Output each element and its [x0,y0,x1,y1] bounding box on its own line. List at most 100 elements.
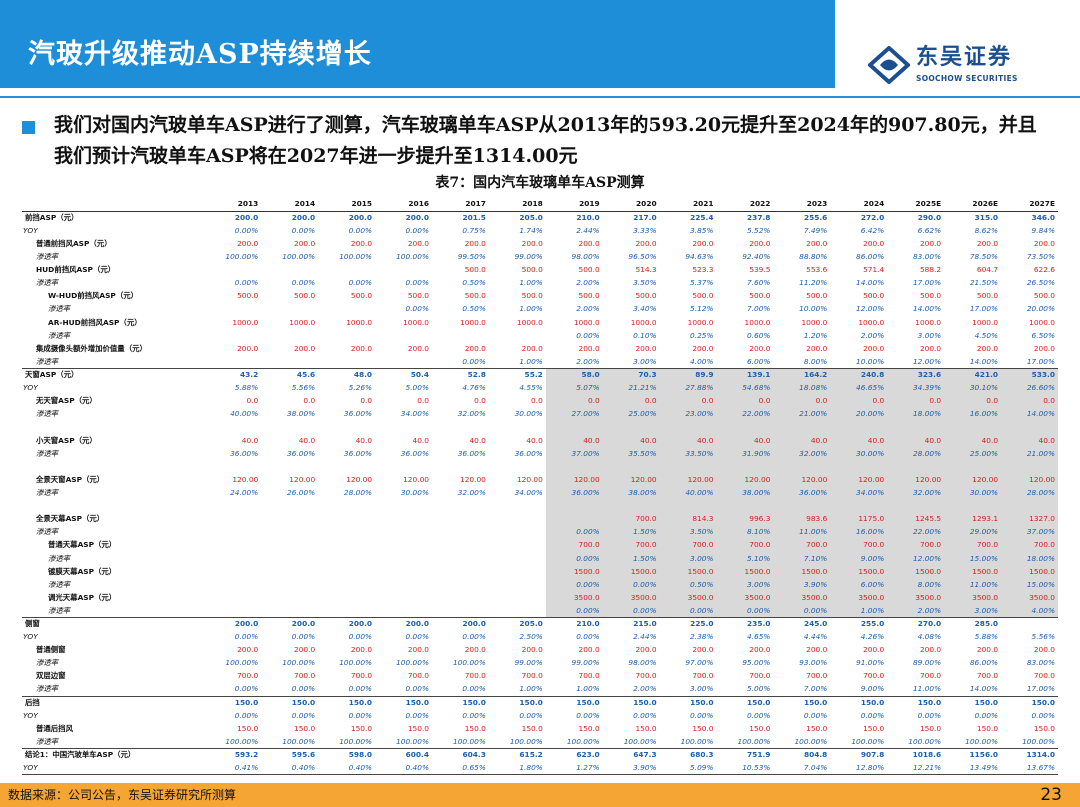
cell-value: 421.0 [944,367,1002,382]
cell-value [489,500,546,513]
cell-value: 37.00% [1001,525,1058,539]
cell-value [489,591,546,604]
table-row: 渗透率 0.00% 1.00% 2.00% 3.00% 4.00% 6.00% 8.00% 10… [22,355,1058,368]
row-label: YOY [23,632,38,642]
cell-value: 5.00% [405,383,429,393]
cell-value: 200.0 [919,238,942,248]
table-row: 小天窗ASP（元） 40.0 40.0 40.0 40.0 40.0 40.0 40.0 40.… [22,433,1058,448]
cell-value: 7.00% [803,684,828,694]
header-year: 2015 [318,198,376,212]
cell-value: 0.00% [405,225,429,235]
cell-value: 150.0 [659,695,717,710]
row-label: 渗透率 [48,553,71,563]
row-label: 渗透率 [36,487,59,497]
cell-value: 200.0 [919,645,942,655]
cell-value: 0.00% [348,710,373,720]
cell-value: 30.00% [400,487,429,497]
cell-value: 0.00% [291,225,316,235]
cell-value: 200.0 [318,210,376,225]
row-label: 普通后挡风 [36,723,73,733]
cell-value: 150.0 [692,723,714,733]
cell-value: 27.00% [545,407,603,421]
cell-value: 3.00% [659,551,717,566]
table-row: 双层边窗 700.0 700.0 700.0 700.0 700.0 700.0 700.0 7… [22,670,1058,683]
cell-value [432,604,489,617]
cell-value: 40.0 [887,433,945,448]
cell-value: 150.0 [716,695,774,710]
cell-value [1001,616,1058,631]
cell-value: 200.0 [294,343,316,353]
cell-value: 150.0 [887,695,945,710]
cell-value: 0.00% [690,710,714,720]
cell-value: 120.00 [659,473,717,487]
cell-value: 78.50% [969,251,999,261]
cell-value: 150.0 [375,695,432,710]
cell-value: 1000.0 [630,317,657,327]
cell-value: 100.00% [339,736,373,746]
cell-value [204,565,261,578]
cell-value [489,604,546,617]
cell-value: 30.00% [944,486,1002,500]
row-label: 镀膜天幕ASP（元） [48,566,117,576]
cell-value: 4.50% [974,330,999,340]
cell-value: 139.1 [716,367,774,382]
cell-value: 1000.0 [573,317,600,327]
cell-value: 200.0 [204,210,262,225]
cell-value [716,420,774,434]
cell-value: 20.00% [1026,304,1055,314]
cell-value: 200.0 [237,343,259,353]
cell-value: 1000.0 [687,317,714,327]
cell-value: 21.00% [773,407,831,421]
cell-value [204,591,261,604]
cell-value: 523.3 [692,265,714,275]
cell-value: 500.0 [635,291,657,301]
cell-value: 36.00% [343,409,373,419]
cell-value: 500.0 [692,291,714,301]
header-year: 2016 [375,198,432,212]
cell-value: 36.00% [457,448,486,458]
cell-value: 120.00 [346,474,373,484]
cell-value [432,500,489,513]
cell-value: 40.0 [602,433,660,448]
cell-value: 0.00% [462,684,486,694]
cell-value: 150.0 [294,723,316,733]
cell-value: 996.3 [716,512,774,526]
cell-value: 14.00% [856,278,885,288]
cell-value: 6.00% [830,578,888,592]
cell-value: 8.00% [887,578,945,592]
cell-value [261,565,318,578]
cell-value: 54.68% [716,381,774,395]
cell-value: 4.26% [860,632,885,642]
cell-value: 38.00% [602,486,660,500]
cell-value: 36.00% [514,448,543,458]
cell-value: 1.00% [830,604,888,618]
cell-value: 89.00% [912,658,942,668]
cell-value: 100.00% [453,736,486,746]
company-logo: 东吴证券 SOOCHOW SECURITIES [868,44,1038,88]
cell-value: 200.0 [692,238,714,248]
cell-value: 150.0 [488,695,546,710]
cell-value: 1000.0 [460,317,486,327]
cell-value: 600.4 [375,748,432,762]
cell-value: 700.0 [773,538,831,552]
cell-value [375,591,432,604]
cell-value [261,329,318,342]
cell-value [432,526,489,539]
cell-value: 120.00 [602,473,660,487]
cell-value [375,264,432,277]
cell-value: 205.0 [488,616,546,631]
cell-value: 4.55% [519,383,543,393]
cell-value: 2.00% [576,356,600,366]
cell-value: 983.6 [773,512,831,526]
table-row: 渗透率 0.00% 1.50% 3.50% 8.10% 11.00% 16.00% 22.00… [22,525,1058,539]
cell-value: 500.0 [407,291,429,301]
cell-value: 25.00% [944,447,1002,461]
cell-value: 700.0 [407,671,429,681]
cell-value: 0.65% [431,761,489,776]
cell-value: 150.0 [578,723,600,733]
cell-value: 200.0 [375,210,432,225]
cell-value: 0.00% [716,604,774,618]
cell-value: 604.3 [431,748,489,762]
cell-value: 1000.0 [232,317,259,327]
cell-value: 46.65% [830,381,888,395]
